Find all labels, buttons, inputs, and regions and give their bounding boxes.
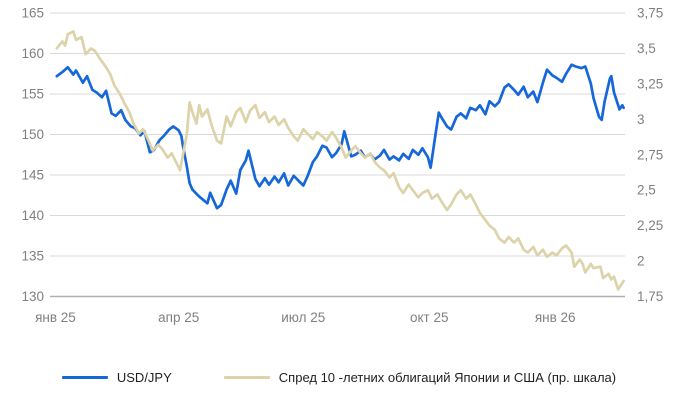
left-axis-tick-label: 130 xyxy=(21,289,44,304)
chart-canvas: 165 160 155 150 145 140 135 130 3,75 3,5 3,25 3 2,75… xyxy=(21,6,663,326)
legend-label-spread: Спред 10 -летних облигаций Японии и США … xyxy=(278,370,617,385)
left-axis-tick-label: 150 xyxy=(21,127,44,142)
left-axis-tick-label: 155 xyxy=(21,87,44,102)
spread-line-swatch xyxy=(223,376,270,379)
right-axis-tick-label: 2 xyxy=(637,254,645,269)
x-axis-tick-label: апр 25 xyxy=(158,310,199,325)
x-axis-tick-label: июл 25 xyxy=(281,310,325,325)
right-axis-tick-label: 2,5 xyxy=(637,183,656,198)
right-axis-tick-label: 3,25 xyxy=(637,76,663,91)
right-axis-tick-label: 3 xyxy=(637,112,645,127)
left-axis-tick-label: 140 xyxy=(21,208,44,223)
usdjpy-line xyxy=(55,63,625,210)
right-axis-tick-label: 2,75 xyxy=(637,147,663,162)
x-axis-tick-label: янв 26 xyxy=(535,310,576,325)
usdjpy-line-swatch xyxy=(61,376,108,379)
x-axis-tick-label: окт 25 xyxy=(410,310,449,325)
left-axis-tick-label: 135 xyxy=(21,249,44,264)
left-axis-tick-label: 165 xyxy=(21,6,44,21)
left-axis-tick-label: 160 xyxy=(21,46,44,61)
chart-legend: USD/JPY Спред 10 -летних облигаций Япони… xyxy=(0,370,678,385)
legend-item-spread: Спред 10 -летних облигаций Японии и США … xyxy=(223,370,617,385)
left-axis-tick-label: 145 xyxy=(21,168,44,183)
legend-label-usdjpy: USD/JPY xyxy=(116,370,172,385)
right-axis-tick-label: 3,75 xyxy=(637,6,663,21)
right-axis-tick-label: 2,25 xyxy=(637,218,663,233)
legend-item-usdjpy: USD/JPY xyxy=(61,370,172,385)
right-axis-tick-label: 3,5 xyxy=(637,41,656,56)
spread-line xyxy=(55,30,625,291)
x-axis-tick-label: янв 25 xyxy=(35,310,76,325)
right-axis-tick-label: 1,75 xyxy=(637,289,663,304)
